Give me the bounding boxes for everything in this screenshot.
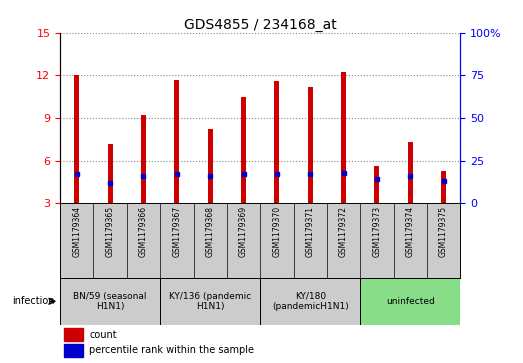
Bar xyxy=(174,79,179,203)
Text: KY/180
(pandemicH1N1): KY/180 (pandemicH1N1) xyxy=(272,291,348,311)
Bar xyxy=(408,142,413,203)
Bar xyxy=(341,73,346,203)
Text: GSM1179374: GSM1179374 xyxy=(406,205,415,257)
Bar xyxy=(241,97,246,203)
Bar xyxy=(64,328,83,342)
Bar xyxy=(208,129,213,203)
Text: GSM1179365: GSM1179365 xyxy=(106,205,115,257)
Text: count: count xyxy=(89,330,117,340)
FancyBboxPatch shape xyxy=(260,278,360,325)
Bar xyxy=(308,87,313,203)
Bar xyxy=(74,76,79,203)
Text: infection: infection xyxy=(13,296,55,306)
Text: KY/136 (pandemic
H1N1): KY/136 (pandemic H1N1) xyxy=(169,291,252,311)
Text: uninfected: uninfected xyxy=(386,297,435,306)
Text: GSM1179366: GSM1179366 xyxy=(139,205,148,257)
Bar xyxy=(141,115,146,203)
Text: BN/59 (seasonal
H1N1): BN/59 (seasonal H1N1) xyxy=(73,291,147,311)
Text: GSM1179370: GSM1179370 xyxy=(272,205,281,257)
Text: GSM1179373: GSM1179373 xyxy=(372,205,381,257)
Bar xyxy=(275,81,279,203)
Text: GSM1179371: GSM1179371 xyxy=(306,205,315,257)
Text: GSM1179372: GSM1179372 xyxy=(339,205,348,257)
Bar xyxy=(64,343,83,356)
Bar xyxy=(441,171,446,203)
Text: GSM1179364: GSM1179364 xyxy=(72,205,81,257)
Text: GSM1179368: GSM1179368 xyxy=(206,205,214,257)
Text: GSM1179375: GSM1179375 xyxy=(439,205,448,257)
Text: GSM1179369: GSM1179369 xyxy=(239,205,248,257)
FancyBboxPatch shape xyxy=(360,278,460,325)
Title: GDS4855 / 234168_at: GDS4855 / 234168_at xyxy=(184,18,337,32)
Bar xyxy=(374,166,379,203)
FancyBboxPatch shape xyxy=(60,278,160,325)
Text: GSM1179367: GSM1179367 xyxy=(173,205,181,257)
Text: percentile rank within the sample: percentile rank within the sample xyxy=(89,345,254,355)
FancyBboxPatch shape xyxy=(160,278,260,325)
Bar xyxy=(108,144,112,203)
